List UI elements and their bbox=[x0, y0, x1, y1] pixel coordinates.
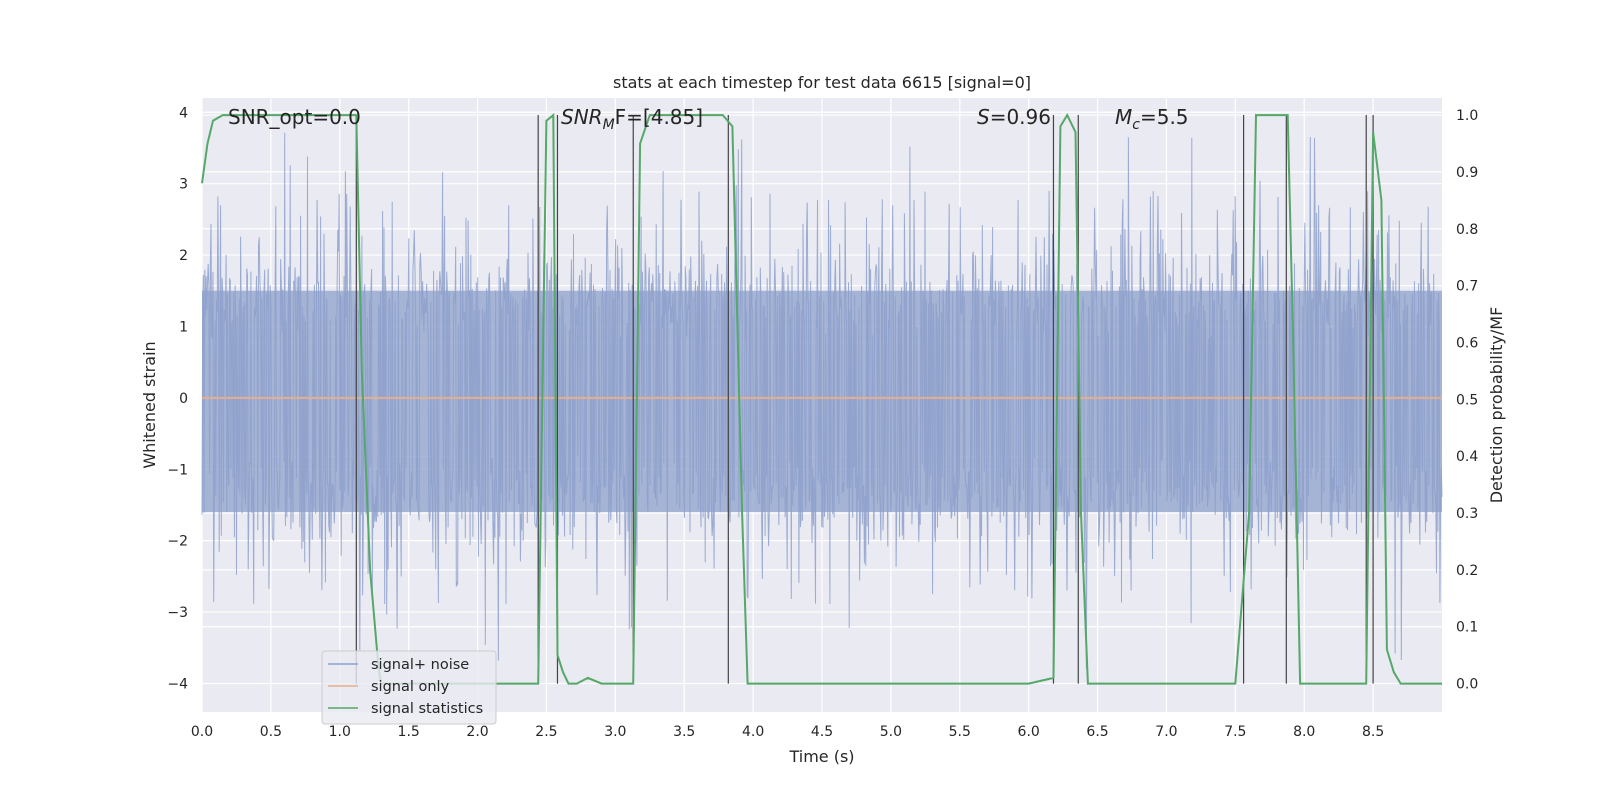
y2-tick-label: 0.8 bbox=[1456, 222, 1478, 238]
annotation-s-rest: =0.96 bbox=[990, 105, 1051, 129]
y2-tick-label: 0.7 bbox=[1456, 279, 1478, 295]
x-tick-label: 5.5 bbox=[949, 724, 971, 740]
annotation-snr-mf: SNRMF=[4.85] bbox=[561, 105, 703, 133]
signal-noise-series bbox=[201, 132, 1443, 669]
x-tick-label: 1.5 bbox=[398, 724, 420, 740]
legend-box bbox=[321, 650, 497, 725]
annotation-snr-mf-rest: F=[4.85] bbox=[615, 105, 703, 129]
x-axis-label: Time (s) bbox=[788, 747, 854, 766]
y2-tick-label: 0.3 bbox=[1456, 506, 1478, 522]
annotation-snr-mf-base: SNR bbox=[561, 105, 603, 129]
y-tick-label: −2 bbox=[167, 534, 188, 550]
y2-tick-label: 1.0 bbox=[1456, 108, 1478, 124]
y2-tick-label: 0.4 bbox=[1456, 449, 1478, 465]
legend-label-stats: signal statistics bbox=[371, 701, 483, 717]
y2-tick-label: 0.2 bbox=[1456, 563, 1478, 579]
annotation-mc-rest: =5.5 bbox=[1140, 105, 1189, 129]
y2-tick-label: 0.0 bbox=[1456, 677, 1478, 693]
annotation-mc-sub: c bbox=[1132, 117, 1140, 133]
y-tick-label: −1 bbox=[167, 462, 188, 478]
y-tick-label: 2 bbox=[179, 248, 188, 264]
x-tick-label: 5.0 bbox=[880, 724, 902, 740]
y2-tick-label: 0.9 bbox=[1456, 165, 1478, 181]
y-tick-label: −4 bbox=[167, 676, 188, 692]
x-tick-label: 2.0 bbox=[466, 724, 488, 740]
y2-tick-label: 0.6 bbox=[1456, 335, 1478, 351]
y-axis-label: Whitened strain bbox=[140, 341, 159, 468]
y-tick-labels: −4 −3 −2 −1 0 1 2 3 4 bbox=[167, 105, 188, 692]
annotation-snr-opt: SNR_opt=0.0 bbox=[228, 105, 361, 129]
y-tick-label: 1 bbox=[179, 319, 188, 335]
legend: signal+ noise signal only signal statist… bbox=[321, 650, 497, 725]
y2-tick-label: 0.1 bbox=[1456, 620, 1478, 636]
x-tick-label: 6.0 bbox=[1018, 724, 1040, 740]
x-tick-labels: 0.0 0.5 1.0 1.5 2.0 2.5 3.0 3.5 4.0 4.5 5.0 5.5 6.0 6… bbox=[191, 724, 1384, 740]
x-tick-label: 7.5 bbox=[1224, 724, 1246, 740]
y-tick-label: 0 bbox=[179, 391, 188, 407]
x-tick-label: 3.5 bbox=[673, 724, 695, 740]
annotation-s: S=0.96 bbox=[977, 105, 1051, 129]
x-tick-label: 8.0 bbox=[1293, 724, 1315, 740]
y-tick-label: −3 bbox=[167, 605, 188, 621]
annotation-mc: Mc=5.5 bbox=[1115, 105, 1189, 133]
x-tick-label: 0.0 bbox=[191, 724, 213, 740]
annotation-s-base: S bbox=[977, 105, 990, 129]
chart-title: stats at each timestep for test data 661… bbox=[613, 73, 1031, 92]
x-tick-label: 4.5 bbox=[811, 724, 833, 740]
x-tick-label: 8.5 bbox=[1362, 724, 1384, 740]
annotation-mc-base: M bbox=[1115, 105, 1132, 129]
x-tick-label: 7.0 bbox=[1155, 724, 1177, 740]
noise-line bbox=[201, 132, 1443, 669]
y2-axis-label: Detection probability/MF bbox=[1487, 307, 1506, 504]
legend-label-noise: signal+ noise bbox=[371, 657, 469, 673]
x-tick-label: 6.5 bbox=[1086, 724, 1108, 740]
x-tick-label: 0.5 bbox=[260, 724, 282, 740]
y2-tick-label: 0.5 bbox=[1456, 392, 1478, 408]
y-tick-label: 3 bbox=[179, 177, 188, 193]
x-tick-label: 1.0 bbox=[329, 724, 351, 740]
x-tick-label: 4.0 bbox=[742, 724, 764, 740]
legend-label-signal: signal only bbox=[371, 679, 450, 695]
x-tick-label: 3.0 bbox=[604, 724, 626, 740]
annotation-snr-mf-sub: M bbox=[603, 117, 615, 133]
y2-tick-labels: 0.0 0.1 0.2 0.3 0.4 0.5 0.6 0.7 0.8 0.9 1.0 bbox=[1456, 108, 1478, 693]
x-tick-label: 2.5 bbox=[535, 724, 557, 740]
y-tick-label: 4 bbox=[179, 105, 188, 121]
